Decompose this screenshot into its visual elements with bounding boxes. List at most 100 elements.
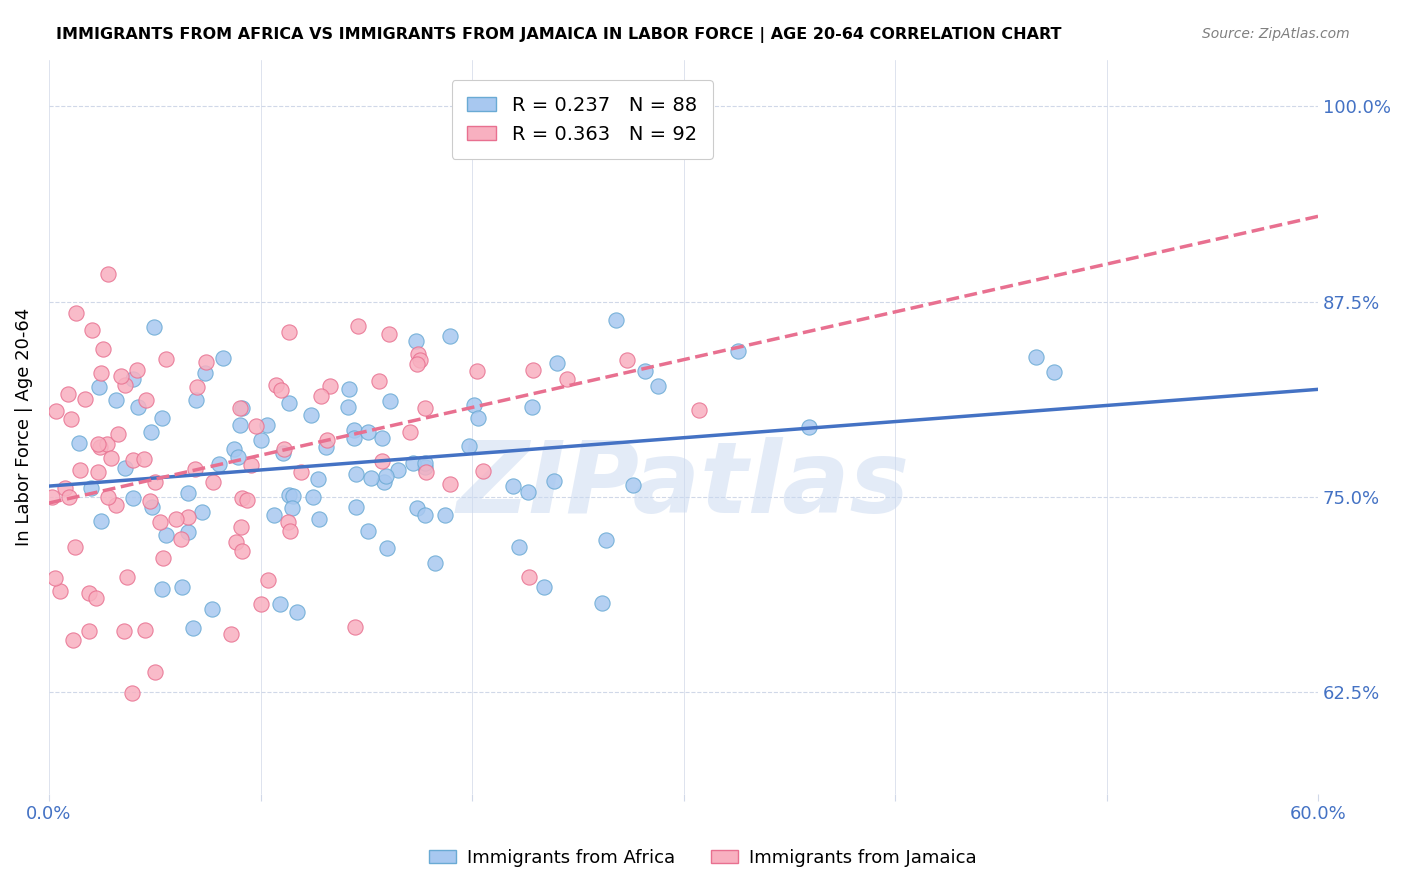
Point	[406, 357, 429, 371]
Point	[280, 524, 302, 538]
Point	[472, 464, 495, 478]
Point	[115, 570, 138, 584]
Point	[112, 624, 135, 638]
Point	[177, 524, 200, 539]
Point	[231, 491, 253, 505]
Point	[269, 597, 291, 611]
Point	[181, 621, 204, 635]
Point	[77, 585, 100, 599]
Point	[104, 498, 127, 512]
Point	[73, 392, 96, 406]
Point	[467, 364, 489, 378]
Point	[139, 493, 162, 508]
Point	[183, 462, 205, 476]
Point	[605, 313, 627, 327]
Point	[90, 366, 112, 380]
Point	[277, 515, 299, 529]
Point	[308, 512, 330, 526]
Point	[688, 403, 710, 417]
Point	[595, 533, 617, 547]
Point	[307, 472, 329, 486]
Point	[221, 627, 243, 641]
Point	[152, 551, 174, 566]
Point	[316, 433, 339, 447]
Point	[141, 500, 163, 514]
Point	[287, 605, 309, 619]
Point	[413, 456, 436, 470]
Point	[177, 485, 200, 500]
Point	[380, 394, 402, 409]
Point	[229, 519, 252, 533]
Point	[373, 475, 395, 490]
Point	[439, 477, 461, 491]
Point	[229, 417, 252, 432]
Point	[406, 347, 429, 361]
Point	[517, 569, 540, 583]
Point	[87, 466, 110, 480]
Legend: Immigrants from Africa, Immigrants from Jamaica: Immigrants from Africa, Immigrants from …	[422, 842, 984, 874]
Point	[413, 460, 436, 475]
Point	[371, 454, 394, 468]
Point	[270, 383, 292, 397]
Point	[114, 378, 136, 392]
Point	[433, 508, 456, 522]
Point	[797, 420, 820, 434]
Point	[1025, 350, 1047, 364]
Point	[58, 387, 80, 401]
Point	[281, 490, 304, 504]
Text: Source: ZipAtlas.com: Source: ZipAtlas.com	[1202, 27, 1350, 41]
Point	[374, 469, 396, 483]
Point	[121, 686, 143, 700]
Point	[44, 404, 66, 418]
Point	[378, 327, 401, 342]
Point	[375, 541, 398, 555]
Point	[263, 508, 285, 523]
Point	[165, 512, 187, 526]
Point	[143, 320, 166, 334]
Point	[408, 352, 430, 367]
Point	[1043, 365, 1066, 379]
Point	[402, 456, 425, 470]
Point	[343, 432, 366, 446]
Point	[634, 364, 657, 378]
Point	[245, 419, 267, 434]
Point	[508, 541, 530, 555]
Point	[202, 475, 225, 490]
Point	[41, 490, 63, 504]
Point	[134, 623, 156, 637]
Point	[555, 371, 578, 385]
Point	[277, 396, 299, 410]
Point	[398, 425, 420, 439]
Point	[143, 475, 166, 490]
Point	[277, 325, 299, 339]
Point	[121, 491, 143, 505]
Text: IMMIGRANTS FROM AFRICA VS IMMIGRANTS FROM JAMAICA IN LABOR FORCE | AGE 20-64 COR: IMMIGRANTS FROM AFRICA VS IMMIGRANTS FRO…	[56, 27, 1062, 43]
Point	[87, 380, 110, 394]
Point	[125, 363, 148, 377]
Point	[110, 369, 132, 384]
Point	[93, 342, 115, 356]
Point	[141, 425, 163, 440]
Point	[344, 500, 367, 514]
Point	[186, 380, 208, 394]
Point	[58, 491, 80, 505]
Point	[439, 328, 461, 343]
Point	[67, 436, 90, 450]
Point	[240, 458, 263, 472]
Point	[343, 423, 366, 437]
Point	[155, 528, 177, 542]
Point	[357, 524, 380, 539]
Point	[59, 411, 82, 425]
Point	[231, 401, 253, 416]
Point	[69, 463, 91, 477]
Point	[647, 379, 669, 393]
Point	[360, 471, 382, 485]
Point	[79, 624, 101, 638]
Point	[502, 479, 524, 493]
Point	[190, 506, 212, 520]
Point	[406, 501, 429, 516]
Point	[318, 379, 340, 393]
Point	[256, 418, 278, 433]
Point	[413, 508, 436, 522]
Point	[727, 343, 749, 358]
